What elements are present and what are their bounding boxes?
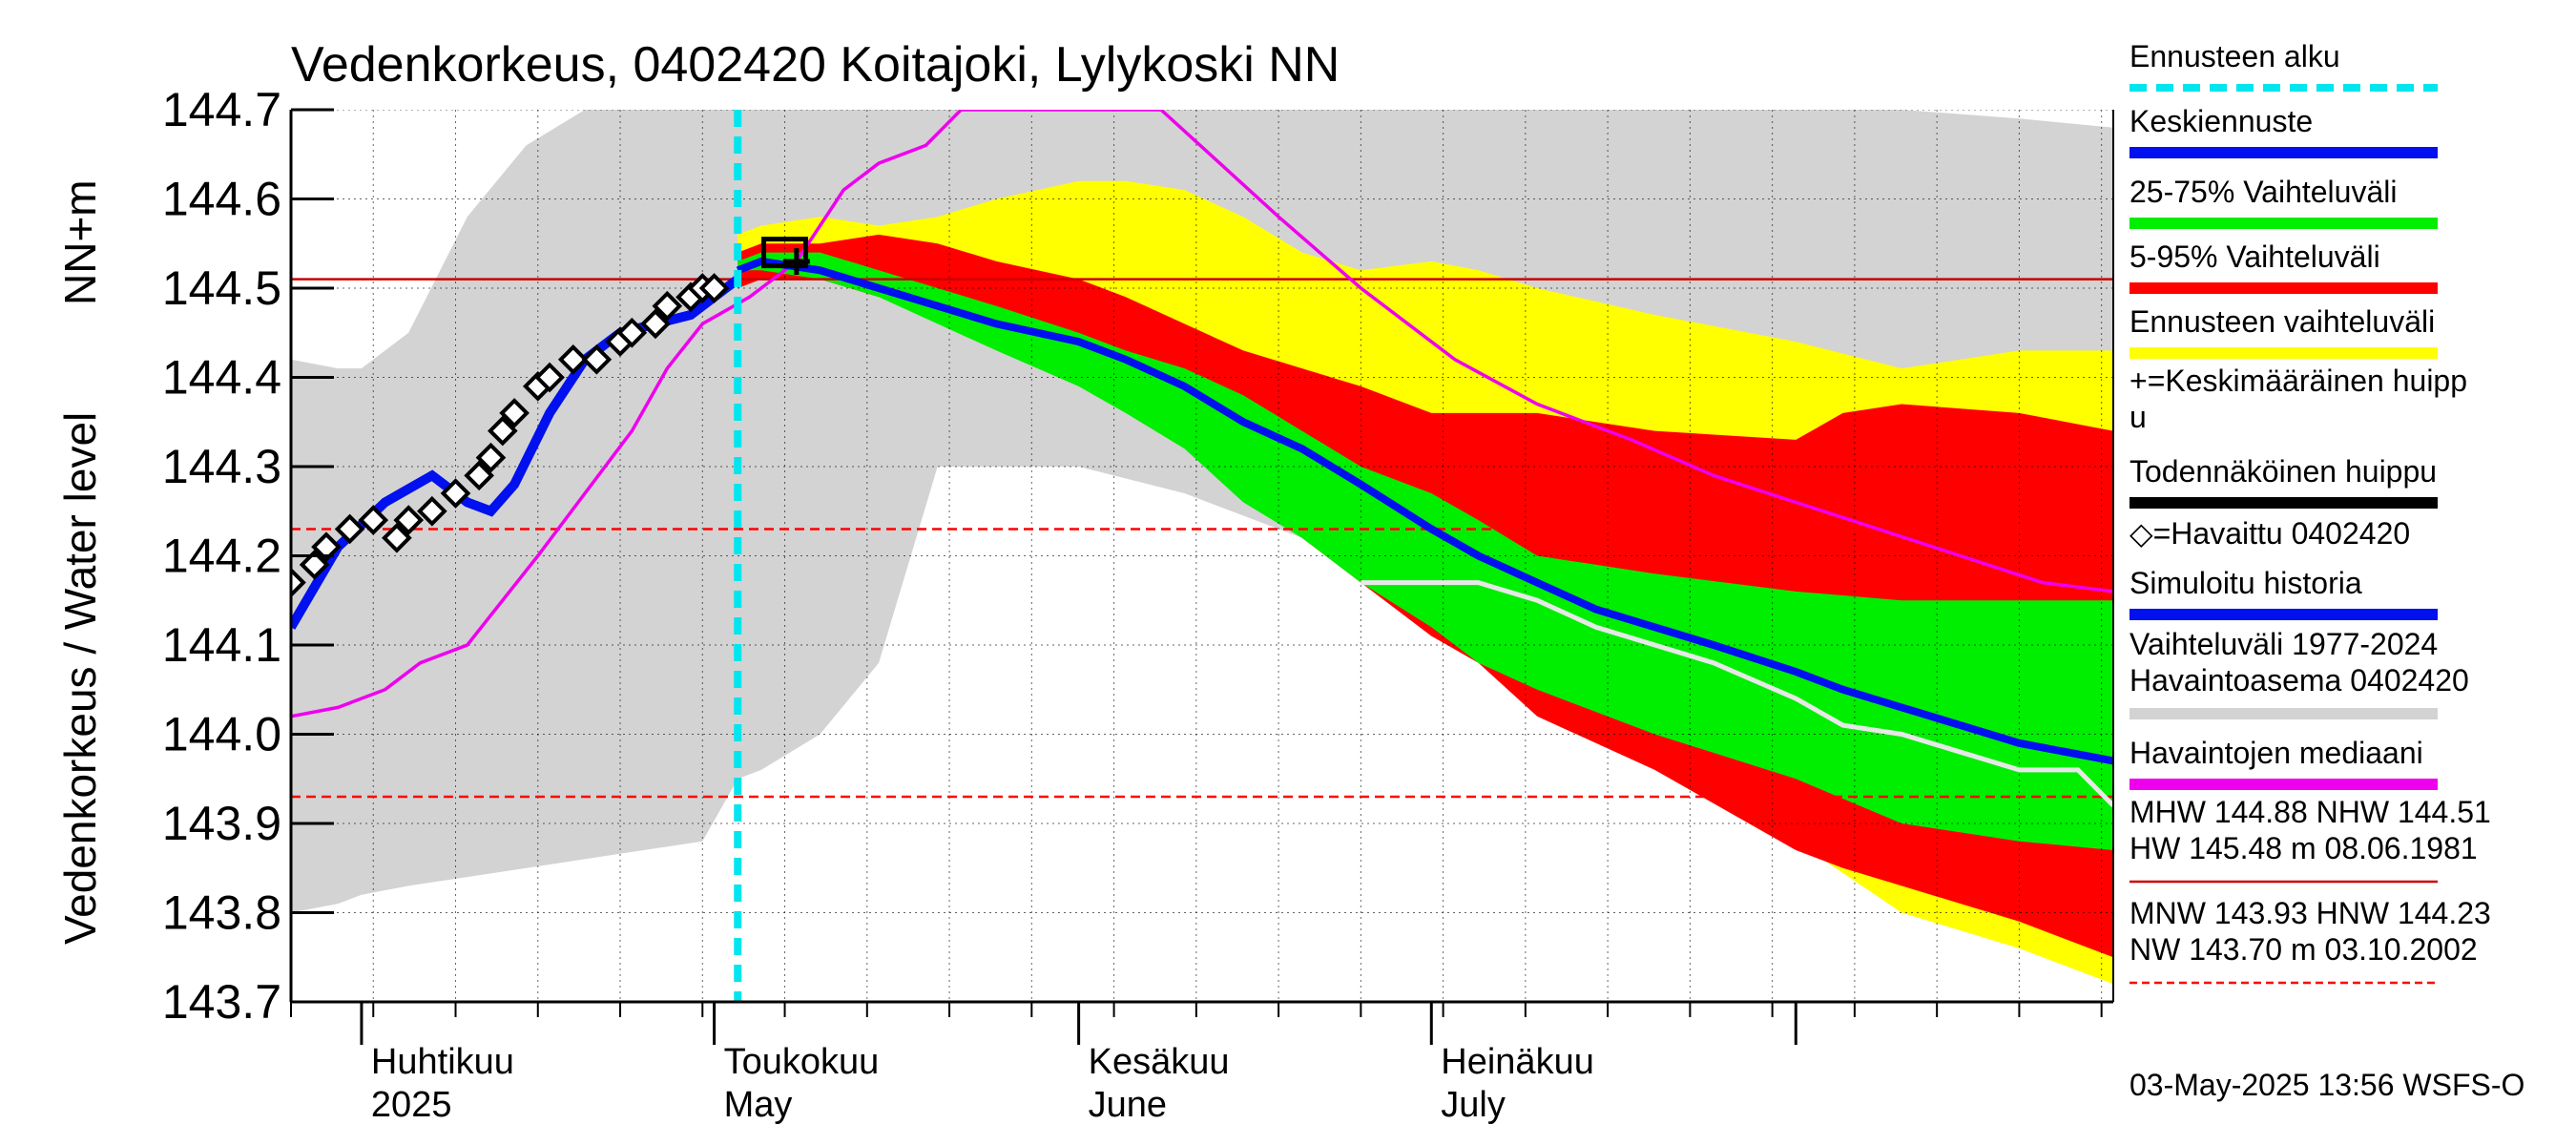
legend-label: +=Keskimääräinen huipp	[2129, 364, 2467, 398]
y-tick-label: 143.8	[162, 886, 281, 940]
legend-label-line2: Havaintoasema 0402420	[2129, 663, 2469, 697]
observed-point	[440, 478, 471, 509]
historical-range-band	[291, 110, 2113, 931]
timestamp: 03-May-2025 13:56 WSFS-O	[2129, 1068, 2524, 1102]
y-tick-label: 144.0	[162, 708, 281, 761]
probable-peak-marker	[761, 237, 809, 269]
legend-label: MNW 143.93 HNW 144.23	[2129, 896, 2491, 930]
observed-point	[291, 567, 306, 598]
y-tick-label: 143.7	[162, 975, 281, 1029]
y-tick-label: 143.9	[162, 797, 281, 850]
x-month-label: Heinäkuu	[1441, 1042, 1594, 1082]
legend-label-line2: NW 143.70 m 03.10.2002	[2129, 932, 2478, 967]
observed-point	[311, 531, 342, 562]
y-tick-label: 144.1	[162, 618, 281, 672]
observed-point	[417, 495, 447, 527]
y-tick-label: 144.2	[162, 530, 281, 583]
legend-label: Simuloitu historia	[2129, 566, 2362, 600]
x-month-sublabel: May	[724, 1085, 793, 1125]
observed-point	[475, 442, 507, 473]
mean-peak-marker	[782, 247, 810, 275]
x-month-sublabel: July	[1441, 1085, 1506, 1125]
observed-point	[557, 344, 589, 375]
legend-label: Havaintojen mediaani	[2129, 736, 2423, 770]
legend-label: MHW 144.88 NHW 144.51	[2129, 795, 2491, 829]
observed-point	[640, 308, 671, 340]
observed-point	[652, 290, 683, 322]
series-layer	[291, 110, 2113, 1002]
observed-point	[393, 505, 425, 535]
median-line	[291, 110, 2113, 718]
y-tick-label: 144.3	[162, 440, 281, 493]
legend-label: Ennusteen alku	[2129, 39, 2340, 73]
legend: Ennusteen alku Keskiennuste 25-75% Vaihtel…	[2129, 39, 2491, 985]
legend-label: Ennusteen vaihteluväli	[2129, 304, 2435, 339]
mean-forecast-line	[736, 257, 2113, 765]
legend-label: 5-95% Vaihteluväli	[2129, 239, 2380, 274]
legend-label: ◇=Havaittu 0402420	[2129, 516, 2410, 551]
y-axis-label: Vedenkorkeus / Water level	[55, 412, 105, 945]
observed-point	[581, 344, 613, 375]
legend-label: Keskiennuste	[2129, 104, 2313, 138]
observed-point	[616, 317, 648, 348]
observed-point	[499, 398, 530, 428]
plot-area: 143.7 143.8 143.9 144.0 144.1 144.2 144.3 144.4…	[162, 83, 2114, 1125]
y-tick-label: 144.7	[162, 83, 281, 136]
x-month-label: Kesäkuu	[1089, 1042, 1230, 1082]
x-month-label: Huhtikuu	[371, 1042, 514, 1082]
observed-point	[299, 550, 330, 580]
legend-label: Todennäköinen huippu	[2129, 454, 2437, 489]
legend-label-line2: HW 145.48 m 08.06.1981	[2129, 831, 2478, 865]
observed-point	[334, 513, 365, 545]
chart-title: Vedenkorkeus, 0402420 Koitajoki, Lylykos…	[291, 37, 1340, 93]
white-line	[1361, 580, 2113, 808]
y-tick-label: 144.5	[162, 261, 281, 315]
observed-point	[698, 273, 730, 303]
y-tick-label: 144.4	[162, 351, 281, 405]
x-month-label: Toukokuu	[724, 1042, 880, 1082]
observed-point	[464, 460, 494, 491]
observed-point	[358, 505, 389, 535]
legend-label-line2: u	[2129, 400, 2147, 434]
legend-label: Vaihteluväli 1977-2024	[2129, 627, 2438, 661]
legend-label: 25-75% Vaihteluväli	[2129, 175, 2397, 209]
simulated-history-line	[291, 275, 741, 630]
x-month-sublabel: 2025	[371, 1085, 452, 1125]
observed-point	[487, 415, 518, 447]
observed-point	[382, 522, 412, 553]
y-tick-label: 144.6	[162, 173, 281, 226]
band-25-75	[737, 252, 2113, 851]
observed-point	[534, 362, 565, 393]
x-month-sublabel: June	[1089, 1085, 1167, 1125]
y-axis-unit: NN+m	[55, 179, 105, 305]
